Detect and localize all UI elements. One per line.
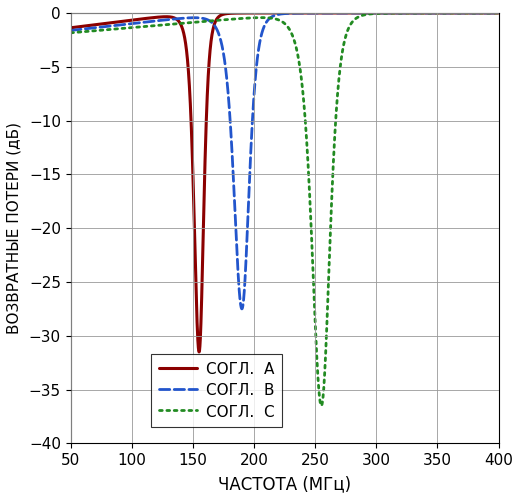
- СОГЛ.  С: [231, 16, 237, 22]
- СОГЛ.  В: [420, 10, 426, 16]
- СОГЛ.  В: [324, 10, 331, 16]
- СОГЛ.  В: [387, 10, 393, 16]
- Y-axis label: ВОЗВРАТНЫЕ ПОТЕРИ (дБ): ВОЗВРАТНЫЕ ПОТЕРИ (дБ): [7, 122, 22, 334]
- СОГЛ.  А: [324, 10, 331, 16]
- Legend: СОГЛ.  А, СОГЛ.  В, СОГЛ.  С: СОГЛ. А, СОГЛ. В, СОГЛ. С: [151, 354, 282, 427]
- СОГЛ.  С: [145, 23, 151, 29]
- СОГЛ.  С: [346, 24, 352, 30]
- СОГЛ.  С: [324, 307, 331, 313]
- СОГЛ.  В: [145, 18, 151, 24]
- СОГЛ.  А: [196, 349, 202, 355]
- СОГЛ.  А: [68, 25, 74, 31]
- СОГЛ.  В: [346, 10, 352, 16]
- СОГЛ.  С: [68, 30, 74, 36]
- Line: СОГЛ.  С: СОГЛ. С: [71, 13, 499, 406]
- СОГЛ.  С: [420, 10, 426, 16]
- СОГЛ.  А: [346, 10, 352, 16]
- СОГЛ.  А: [496, 10, 502, 16]
- СОГЛ.  В: [496, 10, 502, 16]
- СОГЛ.  В: [231, 192, 237, 198]
- СОГЛ.  С: [318, 402, 324, 408]
- Line: СОГЛ.  В: СОГЛ. В: [71, 13, 499, 309]
- СОГЛ.  С: [496, 10, 502, 16]
- СОГЛ.  А: [231, 10, 238, 16]
- СОГЛ.  В: [239, 306, 245, 312]
- СОГЛ.  В: [68, 28, 74, 34]
- СОГЛ.  С: [387, 10, 393, 16]
- СОГЛ.  А: [387, 10, 393, 16]
- Line: СОГЛ.  А: СОГЛ. А: [71, 13, 499, 352]
- СОГЛ.  А: [420, 10, 426, 16]
- X-axis label: ЧАСТОТА (МГц): ЧАСТОТА (МГц): [218, 475, 351, 493]
- СОГЛ.  А: [145, 15, 151, 21]
